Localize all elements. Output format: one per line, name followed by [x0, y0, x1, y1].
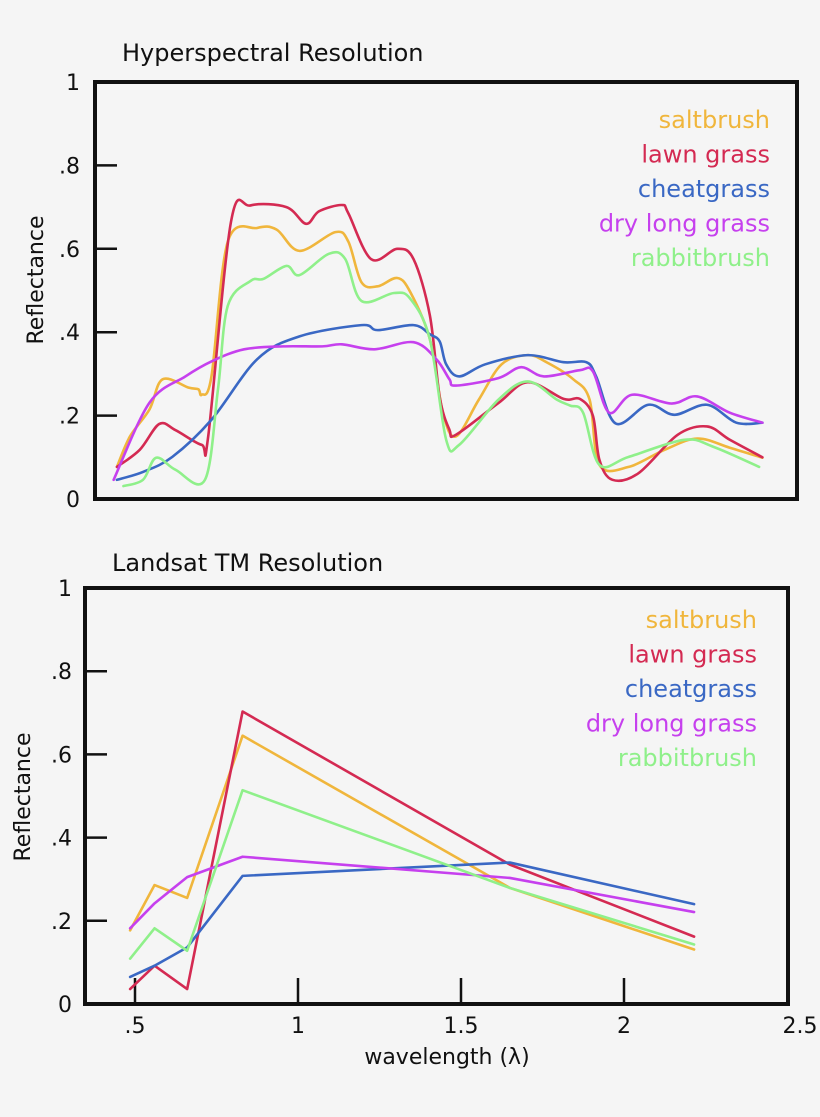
x-axis-label: wavelength (λ) [364, 1045, 529, 1070]
y-tick-label: 0 [66, 488, 80, 513]
series-line-cheatgrass [115, 323, 764, 482]
series-line-rabbitbrush [122, 250, 761, 488]
landsat-panel: Landsat TM Resolution Reflectance wavele… [11, 549, 818, 1070]
y-tick-label: .4 [59, 321, 80, 346]
x-tick-label: 1.5 [444, 1014, 479, 1039]
legend-entry-rabbitbrush: rabbitbrush [618, 744, 757, 772]
y-tick-label: .4 [51, 827, 72, 852]
legend-entry-cheatgrass: cheatgrass [638, 175, 770, 203]
y-tick-label: .2 [51, 910, 72, 935]
series-line-cheatgrass [128, 861, 696, 979]
chart-title: Landsat TM Resolution [112, 549, 383, 577]
series-line-saltbrush [115, 225, 764, 473]
x-tick-label: .5 [125, 1014, 146, 1039]
x-tick-label: 2.5 [783, 1014, 818, 1039]
legend-entry-dry-long-grass: dry long grass [599, 210, 770, 238]
x-tick-label: 1 [291, 1014, 305, 1039]
y-tick-label: .6 [51, 743, 72, 768]
x-tick-label: 2 [617, 1014, 631, 1039]
y-tick-label: .2 [59, 405, 80, 430]
y-tick-label: .8 [59, 154, 80, 179]
y-tick-label: 1 [66, 71, 80, 96]
y-tick-label: 1 [58, 577, 72, 602]
legend-entry-rabbitbrush: rabbitbrush [631, 244, 770, 272]
y-axis-label: Reflectance [24, 215, 49, 344]
y-axis-label: Reflectance [11, 732, 36, 861]
y-tick-label: 0 [58, 993, 72, 1018]
legend-entry-lawn-grass: lawn grass [628, 641, 757, 669]
plot-frame [83, 586, 790, 1006]
hyperspectral-panel: Hyperspectral Resolution Reflectance 0 .2… [24, 39, 799, 513]
series-line-rabbitbrush [128, 788, 696, 960]
legend-entry-saltbrush: saltbrush [659, 106, 770, 134]
plot-frame [93, 80, 799, 501]
y-tick-label: .8 [51, 660, 72, 685]
legend-entry-cheatgrass: cheatgrass [625, 675, 757, 703]
legend-entry-dry-long-grass: dry long grass [586, 710, 757, 738]
series-line-lawn-grass [128, 710, 696, 991]
series-line-dry-long-grass [112, 340, 764, 482]
y-tick-label: .6 [59, 238, 80, 263]
legend-entry-saltbrush: saltbrush [646, 606, 757, 634]
chart-title: Hyperspectral Resolution [122, 39, 424, 67]
legend-entry-lawn-grass: lawn grass [641, 141, 770, 169]
